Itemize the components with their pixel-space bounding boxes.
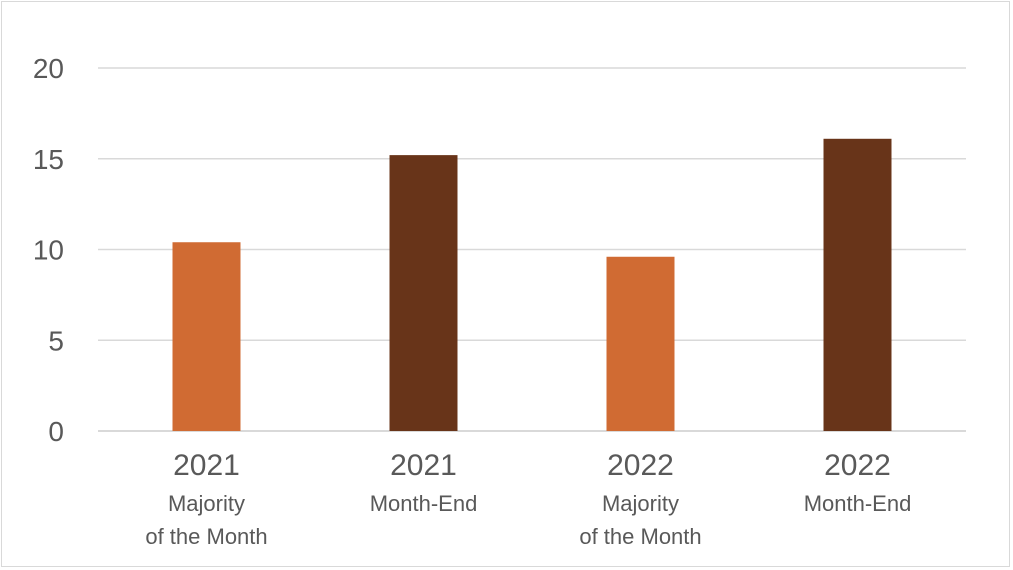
x-category-label: Month-End bbox=[370, 491, 478, 516]
y-tick-label: 0 bbox=[48, 416, 64, 447]
bar bbox=[606, 256, 675, 431]
x-category-year: 2022 bbox=[607, 449, 674, 482]
bar bbox=[823, 138, 892, 431]
y-tick-label: 10 bbox=[33, 235, 64, 266]
x-category-label: of the Month bbox=[145, 524, 267, 549]
x-category-label: Majority bbox=[168, 491, 245, 516]
x-category-year: 2021 bbox=[390, 449, 457, 482]
y-tick-label: 15 bbox=[33, 144, 64, 175]
x-category-year: 2021 bbox=[173, 449, 240, 482]
y-tick-label: 20 bbox=[33, 53, 64, 84]
bar bbox=[389, 155, 458, 431]
x-category-year: 2022 bbox=[824, 449, 891, 482]
x-category-label: Majority bbox=[602, 491, 679, 516]
y-tick-label: 5 bbox=[48, 325, 64, 356]
x-category-label: Month-End bbox=[804, 491, 912, 516]
x-category-label: of the Month bbox=[579, 524, 701, 549]
bar bbox=[172, 242, 241, 431]
